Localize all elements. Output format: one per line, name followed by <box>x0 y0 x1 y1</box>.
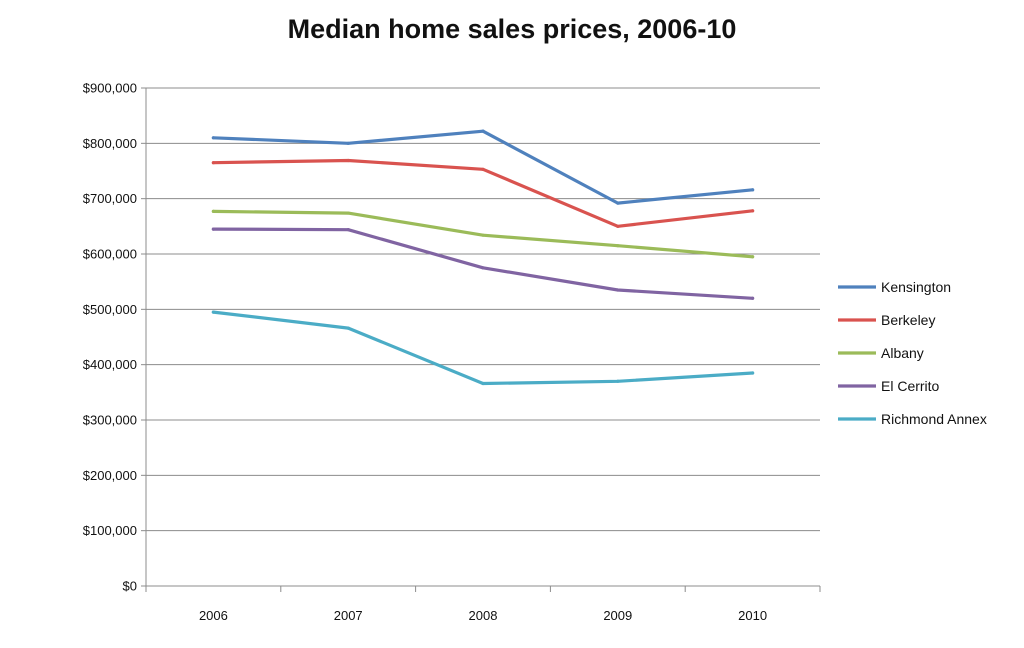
y-tick-label: $500,000 <box>83 302 137 317</box>
legend-label-richmond-annex: Richmond Annex <box>881 411 987 427</box>
data-point-kensington <box>751 188 755 192</box>
data-point-berkeley <box>346 158 350 163</box>
data-point-berkeley <box>616 224 620 228</box>
x-axis-tick-labels: 2006 2007 2008 2009 2010 <box>199 608 767 623</box>
x-tick-label: 2007 <box>334 608 363 623</box>
y-tick-label: $100,000 <box>83 523 137 538</box>
data-point-richmond-annex <box>616 379 620 383</box>
gridlines <box>146 87 820 532</box>
y-tick-label: $900,000 <box>83 81 137 96</box>
data-point-berkeley <box>751 209 755 213</box>
x-tick-label: 2009 <box>603 608 632 623</box>
x-tick-label: 2008 <box>469 608 498 623</box>
series-line-kensington <box>211 129 755 205</box>
legend-label-albany: Albany <box>881 345 924 361</box>
series-lines <box>211 129 755 386</box>
legend-label-kensington: Kensington <box>881 279 951 295</box>
y-tick-label: $200,000 <box>83 468 137 483</box>
legend-label-el-cerrito: El Cerrito <box>881 378 940 394</box>
data-point-richmond-annex <box>751 371 755 375</box>
data-point-el-cerrito <box>346 228 350 232</box>
data-point-berkeley <box>481 167 485 171</box>
legend-label-berkeley: Berkeley <box>881 312 935 328</box>
data-point-el-cerrito <box>616 288 620 292</box>
y-axis-tick-labels: $0 $100,000 $200,000 $300,000 $400,000 $500,0… <box>83 81 137 594</box>
axes <box>141 87 821 592</box>
x-tick-label: 2010 <box>738 608 767 623</box>
data-point-kensington <box>346 141 350 145</box>
data-point-kensington <box>616 201 620 205</box>
data-point-el-cerrito <box>481 266 485 270</box>
data-point-richmond-annex <box>211 310 215 314</box>
y-tick-label: $300,000 <box>83 413 137 428</box>
legend: Kensington Berkeley Albany El Cerrito Richmo… <box>838 279 987 427</box>
chart-title: Median home sales prices, 2006-10 <box>287 14 737 44</box>
data-point-el-cerrito <box>211 227 215 231</box>
data-point-el-cerrito <box>751 296 755 300</box>
data-point-richmond-annex <box>346 326 350 330</box>
data-point-berkeley <box>211 161 215 165</box>
data-point-albany <box>481 233 485 237</box>
data-point-albany <box>751 255 755 259</box>
y-tick-label: $700,000 <box>83 191 137 206</box>
data-point-richmond-annex <box>481 381 485 386</box>
y-tick-label: $0 <box>123 579 137 594</box>
data-point-albany <box>346 211 350 215</box>
y-tick-label: $800,000 <box>83 136 137 151</box>
data-point-albany <box>211 209 215 213</box>
data-point-kensington <box>481 129 485 133</box>
series-line-el-cerrito <box>211 227 755 300</box>
y-tick-label: $400,000 <box>83 357 137 372</box>
data-point-albany <box>616 244 620 248</box>
y-tick-label: $600,000 <box>83 247 137 262</box>
data-point-kensington <box>211 136 215 140</box>
x-tick-label: 2006 <box>199 608 228 623</box>
series-line-richmond-annex <box>211 310 755 386</box>
